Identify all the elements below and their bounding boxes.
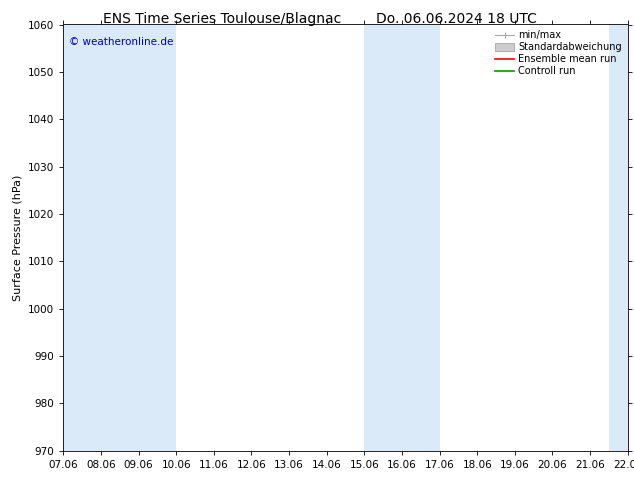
Text: ENS Time Series Toulouse/Blagnac: ENS Time Series Toulouse/Blagnac xyxy=(103,12,341,26)
Bar xyxy=(365,24,439,451)
Bar xyxy=(101,24,176,451)
Bar xyxy=(63,24,101,451)
Text: © weatheronline.de: © weatheronline.de xyxy=(69,37,174,48)
Legend: min/max, Standardabweichung, Ensemble mean run, Controll run: min/max, Standardabweichung, Ensemble me… xyxy=(492,27,624,79)
Bar xyxy=(609,24,628,451)
Text: Do. 06.06.2024 18 UTC: Do. 06.06.2024 18 UTC xyxy=(376,12,537,26)
Y-axis label: Surface Pressure (hPa): Surface Pressure (hPa) xyxy=(13,174,23,301)
